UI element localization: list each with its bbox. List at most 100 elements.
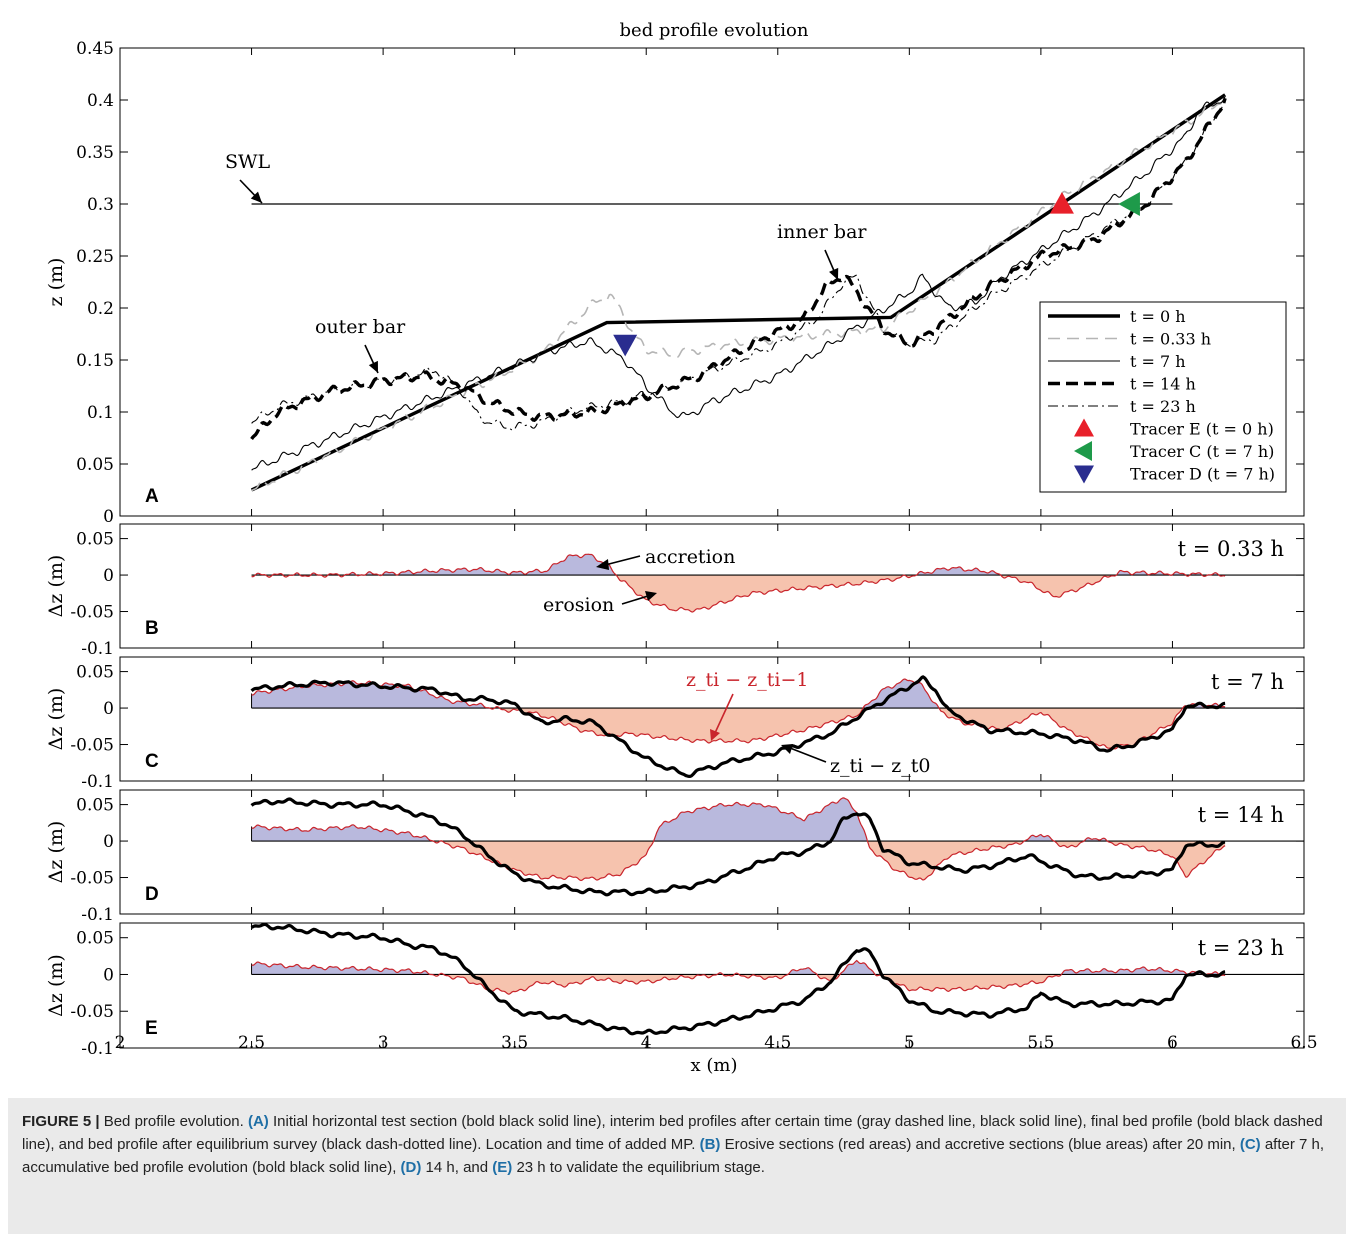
annotation-diff-label: z_ti − z_ti−1 xyxy=(686,669,808,691)
time-label: t = 7 h xyxy=(1211,670,1284,694)
legend-tracer-label-0: Tracer E (t = 0 h) xyxy=(1130,420,1274,439)
tracer-marker-1 xyxy=(1118,192,1140,216)
tracer-marker-0 xyxy=(1049,192,1074,214)
caption-tag-a: (A) xyxy=(247,1113,269,1130)
y-tick-label: 0.45 xyxy=(76,39,114,59)
annotation-arrow-diff xyxy=(714,693,734,734)
x-tick-label: 2 xyxy=(115,1033,126,1053)
caption-text-b: Erosive sections (red areas) and accreti… xyxy=(720,1136,1240,1153)
x-axis-label: x (m) xyxy=(691,1055,738,1076)
x-tick-label: 4 xyxy=(641,1033,652,1053)
cumulative-line xyxy=(250,922,1226,1036)
legend-box xyxy=(1039,301,1287,493)
y-tick-label: -0.1 xyxy=(81,772,114,792)
annotation-arrowhead-erosion xyxy=(645,591,657,601)
panel-D: 0.05 0 -0.05 -0.1 Δz (m) Dt = 14 h xyxy=(45,789,1305,925)
series-line-3 xyxy=(250,97,1227,440)
panel-B: 0.05 0 -0.05 -0.1 Δz (m) Bt = 0.33 h accretion… xyxy=(45,523,1305,659)
y-tick-label: 0.05 xyxy=(76,929,114,949)
series-line-2 xyxy=(251,96,1226,471)
annotation-arrowhead-accretion xyxy=(596,559,609,570)
y-tick-label: 0 xyxy=(103,832,114,852)
y-tick-label: 0.05 xyxy=(76,663,114,683)
diff-line xyxy=(251,797,1226,882)
y-tick-label: 0 xyxy=(103,965,114,985)
annotation-arrow-cumulative xyxy=(789,747,827,763)
panel-letter: B xyxy=(145,618,159,639)
legend-label-4: t = 23 h xyxy=(1130,397,1196,416)
y-tick-label: 0 xyxy=(103,699,114,719)
x-tick-label: 5 xyxy=(904,1033,915,1053)
panel-frame xyxy=(119,47,1305,517)
y-tick-label: -0.05 xyxy=(70,603,114,623)
y-tick-label: 0.4 xyxy=(87,91,114,111)
y-tick-label: 0.05 xyxy=(76,796,114,816)
y-axis-label: Δz (m) xyxy=(45,688,67,751)
y-tick-label: -0.1 xyxy=(81,639,114,659)
x-tick-label: 4.5 xyxy=(764,1033,791,1053)
erosion-area xyxy=(251,974,1226,995)
x-tick-label: 3.5 xyxy=(501,1033,528,1053)
tracer-marker-2 xyxy=(613,334,638,357)
erosion-area xyxy=(251,841,1226,881)
legend-tracer-swatch-1 xyxy=(1074,441,1092,461)
legend-label-1: t = 0.33 h xyxy=(1130,330,1211,349)
annotation-erosion: erosion xyxy=(543,594,614,616)
legend-label-3: t = 14 h xyxy=(1130,375,1196,394)
x-tick-label: 6.5 xyxy=(1290,1033,1317,1053)
time-label: t = 14 h xyxy=(1198,803,1284,827)
caption-intro: Bed profile evolution. xyxy=(99,1113,248,1130)
cumulative-line xyxy=(250,797,1226,897)
legend-tracer-swatch-0 xyxy=(1074,418,1094,437)
accretion-area xyxy=(251,960,1226,975)
annotation-arrow-erosion xyxy=(621,595,649,605)
x-axis: 2 2.5 3 3.5 4 4.5 5 5.5 6 6.5 xyxy=(115,1033,1318,1053)
y-tick-label: 0.3 xyxy=(87,195,114,215)
y-tick-label: -0.1 xyxy=(81,1039,114,1059)
panel-frame xyxy=(119,789,1305,915)
x-tick-label: 6 xyxy=(1167,1033,1178,1053)
annotation-0: SWL xyxy=(225,151,271,173)
panel-letter: C xyxy=(145,751,159,772)
y-tick-label: 0 xyxy=(103,566,114,586)
legend: t = 0 h t = 0.33 h t = 7 h t = 14 h t = 23 h… xyxy=(1039,301,1287,493)
diff-line xyxy=(251,959,1226,995)
y-tick-label: 0.35 xyxy=(76,143,114,163)
caption-text-d: 14 h, and xyxy=(421,1159,493,1176)
erosion-area xyxy=(251,575,1226,612)
legend-tracer-label-1: Tracer C (t = 7 h) xyxy=(1130,442,1274,461)
legend-label-0: t = 0 h xyxy=(1130,307,1186,326)
caption-label: FIGURE 5 | xyxy=(22,1113,100,1130)
y-axis-label: z (m) xyxy=(45,258,67,307)
caption-text-e: 23 h to validate the equilibrium stage. xyxy=(512,1159,765,1176)
panel-A: 0 0.05 0.1 0.15 0.2 0.25 0.3 0.35 0.4 0.45 z (m) A S… xyxy=(45,39,1305,527)
legend-tracer-swatch-2 xyxy=(1074,465,1094,484)
caption-text-a: Initial horizontal test section (bold bl… xyxy=(22,1113,1323,1153)
y-tick-label: 0.15 xyxy=(76,351,114,371)
y-tick-label: 0 xyxy=(103,507,114,527)
y-tick-label: 0.1 xyxy=(87,403,114,423)
caption-tag-e: (E) xyxy=(492,1159,513,1176)
annotation-arrow-accretion xyxy=(604,555,641,566)
series-line-1 xyxy=(251,95,1226,492)
annotation-arrowhead-0 xyxy=(250,191,262,203)
y-tick-label: 0.05 xyxy=(76,530,114,550)
x-tick-label: 3 xyxy=(378,1033,389,1053)
y-tick-label: -0.05 xyxy=(70,1002,114,1022)
accretion-area xyxy=(251,554,1226,576)
y-tick-label: 0.25 xyxy=(76,247,114,267)
y-tick-label: -0.05 xyxy=(70,869,114,889)
figure-title: bed profile evolution xyxy=(620,20,809,41)
y-axis-label: Δz (m) xyxy=(45,555,67,618)
annotation-1: outer bar xyxy=(315,316,406,338)
cumulative-line xyxy=(250,675,1226,779)
panel-frame xyxy=(119,922,1305,1049)
x-tick-label: 2.5 xyxy=(238,1033,265,1053)
y-axis-label: Δz (m) xyxy=(45,954,67,1017)
annotation-arrowhead-cumulative xyxy=(781,744,793,754)
caption-tag-b: (B) xyxy=(699,1136,721,1153)
panel-letter: D xyxy=(145,884,159,905)
y-tick-label: -0.1 xyxy=(81,905,114,925)
panel-letter: A xyxy=(145,486,159,507)
annotation-arrowhead-1 xyxy=(368,360,378,373)
